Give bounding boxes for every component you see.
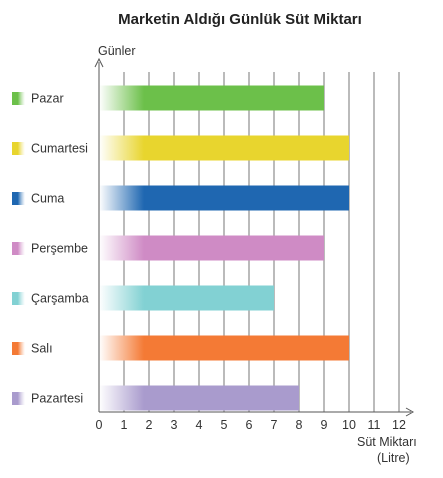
x-axis-label: Süt Miktarı [357, 435, 417, 449]
category-label: Çarşamba [31, 292, 89, 306]
legend-swatch [12, 242, 25, 255]
bars [99, 85, 349, 411]
legend-swatch [12, 92, 25, 105]
category-label: Perşembe [31, 242, 88, 256]
x-tick-label: 11 [368, 418, 381, 432]
category-label: Pazartesi [31, 392, 83, 406]
x-tick-label: 5 [221, 418, 228, 432]
x-tick-label: 8 [296, 418, 303, 432]
chart-title: Marketin Aldığı Günlük Süt Miktarı [118, 11, 362, 28]
bar-3 [99, 185, 349, 211]
bar-6 [99, 335, 349, 361]
x-tick-label: 6 [246, 418, 253, 432]
category-label: Cuma [31, 192, 64, 206]
x-axis-unit: (Litre) [377, 451, 410, 465]
x-tick-label: 10 [342, 418, 356, 432]
legend-swatch [12, 142, 25, 155]
x-tick-label: 0 [96, 418, 103, 432]
x-tick-label: 2 [146, 418, 153, 432]
legend-swatch [12, 342, 25, 355]
y-axis-arrow [94, 57, 104, 68]
bar-2 [99, 135, 349, 161]
legend-swatch [12, 392, 25, 405]
bar-4 [99, 235, 324, 261]
bar-5 [99, 285, 274, 311]
x-tick-label: 12 [392, 418, 406, 432]
x-tick-label: 7 [271, 418, 278, 432]
bar-7 [99, 385, 299, 411]
category-label: Cumartesi [31, 142, 88, 156]
legend: Pazar Cumartesi Cuma Perşembe Çarşamba Salı Pa… [12, 92, 89, 406]
y-axis-label: Günler [98, 44, 136, 58]
category-label: Pazar [31, 92, 64, 106]
legend-swatch [12, 192, 25, 205]
x-tick-label: 4 [196, 418, 203, 432]
x-axis-arrow [405, 407, 415, 417]
bar-1 [99, 85, 324, 111]
legend-swatch [12, 292, 25, 305]
x-tick-labels: 0 1 2 3 4 5 6 7 8 9 10 11 12 [96, 418, 406, 432]
x-tick-label: 3 [171, 418, 178, 432]
x-tick-label: 1 [121, 418, 128, 432]
x-tick-label: 9 [321, 418, 328, 432]
category-label: Salı [31, 342, 53, 356]
axes [94, 57, 415, 417]
